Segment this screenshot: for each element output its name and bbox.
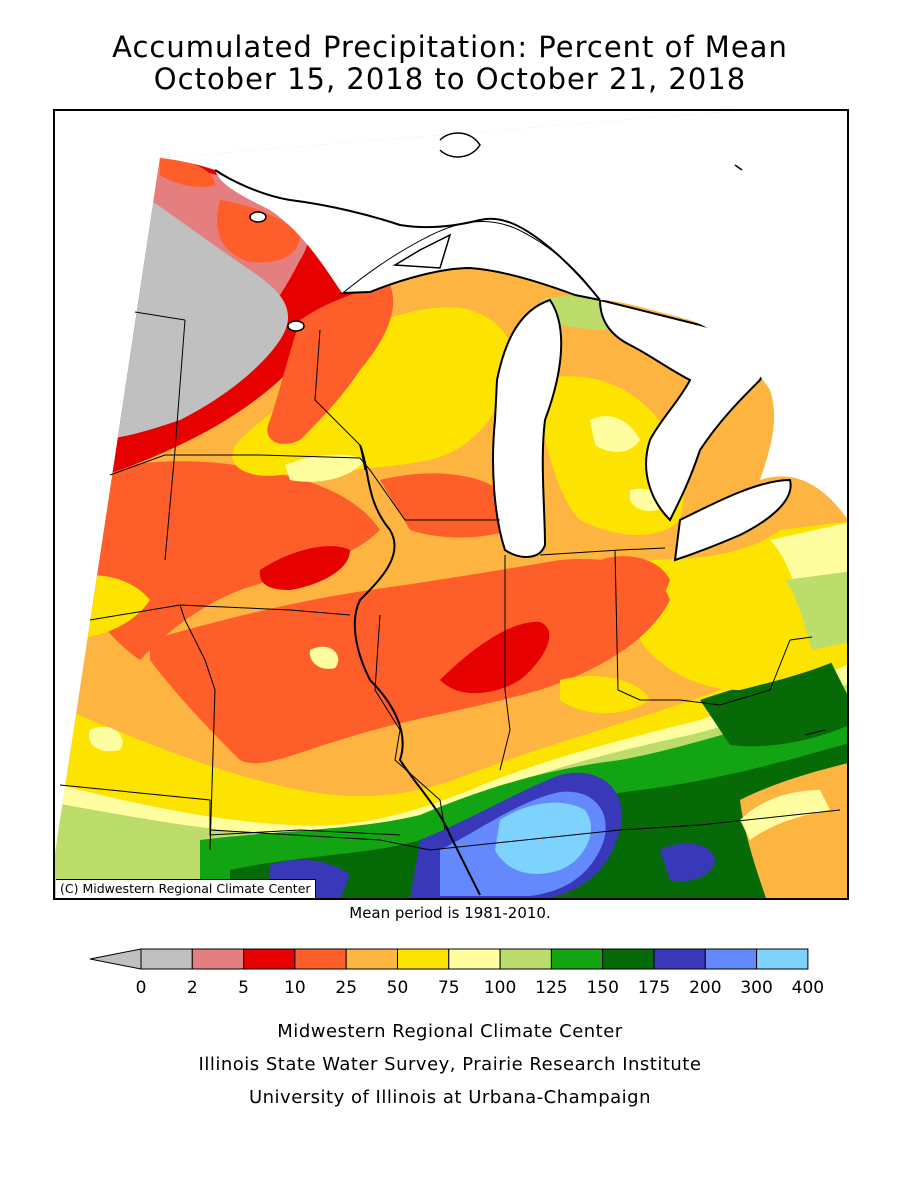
legend-tick-label: 125	[535, 978, 567, 998]
mississippi-river	[353, 444, 481, 896]
legend-swatch	[499, 948, 552, 970]
legend-tick-label: 100	[484, 978, 516, 998]
map-title-line1: Accumulated Precipitation: Percent of Me…	[112, 30, 788, 64]
great-lakes	[249, 211, 792, 562]
legend-swatch	[602, 948, 655, 970]
credit-line1: Midwestern Regional Climate Center	[277, 1021, 623, 1042]
legend-tick-label: 0	[136, 978, 147, 998]
legend-tick-label: 50	[387, 978, 409, 998]
map-title-line2: October 15, 2018 to October 21, 2018	[153, 62, 747, 96]
legend-swatch	[653, 948, 706, 970]
legend-tick-label: 150	[586, 978, 618, 998]
legend-swatch	[397, 948, 450, 970]
legend-swatch	[191, 948, 245, 970]
color-legend: 0 2 5 10 25 50 75 100 125 150 175 200 300 400	[89, 948, 824, 998]
legend-swatch	[243, 948, 296, 970]
legend-tick-label: 10	[284, 978, 306, 998]
legend-swatch	[294, 948, 347, 970]
map-body	[54, 110, 848, 899]
legend-swatch	[140, 948, 193, 970]
canada-border	[214, 169, 601, 301]
legend-lower-arrow	[89, 948, 142, 970]
legend-swatch	[550, 948, 604, 970]
mean-period-note: Mean period is 1981-2010.	[349, 904, 551, 922]
map-frame	[53, 109, 849, 900]
legend-swatch	[345, 948, 399, 970]
copyright-label: (C) Midwestern Regional Climate Center	[56, 879, 316, 898]
legend-tick-label: 175	[638, 978, 670, 998]
legend-swatch	[704, 948, 758, 970]
legend-swatch	[756, 948, 809, 970]
legend-tick-label: 200	[689, 978, 721, 998]
credit-line3: University of Illinois at Urbana-Champai…	[248, 1087, 652, 1108]
legend-tick-label: 400	[792, 978, 824, 998]
legend-tick-label: 5	[238, 978, 249, 998]
state-boundaries	[59, 311, 841, 851]
canada-area	[160, 110, 848, 520]
legend-swatch	[448, 948, 501, 970]
legend-tick-label: 25	[335, 978, 357, 998]
legend-tick-label: 300	[740, 978, 772, 998]
credit-line2: Illinois State Water Survey, Prairie Res…	[198, 1054, 702, 1075]
legend-tick-label: 75	[438, 978, 460, 998]
legend-tick-label: 2	[187, 978, 198, 998]
